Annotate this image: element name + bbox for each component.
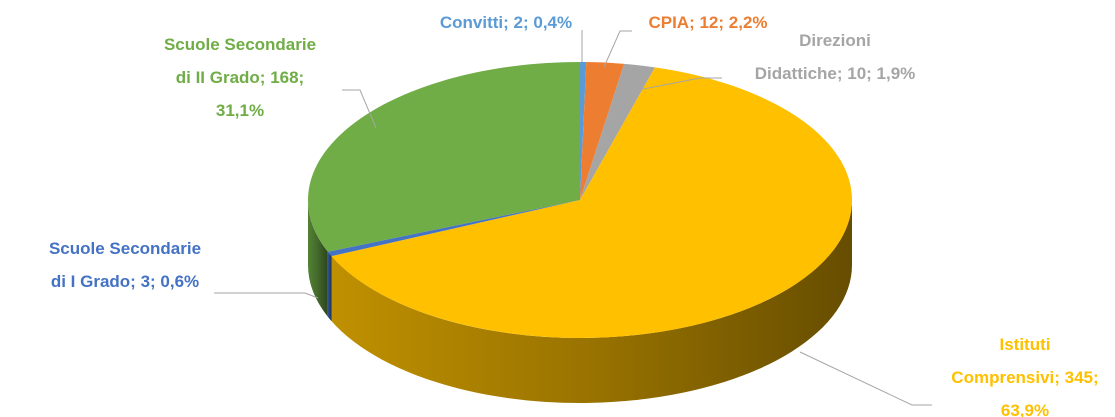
slice — [580, 62, 587, 200]
slice — [331, 67, 852, 338]
data-label: CPIA; 12; 2,2% — [648, 13, 768, 32]
slice-side — [308, 200, 328, 317]
slice — [580, 63, 655, 201]
data-label: Scuole Secondarie di II Grado; 168; 31,1… — [163, 35, 317, 120]
data-label: Istituti Comprensivi; 345; 63,9% — [951, 335, 1099, 417]
data-label: Direzioni Didattiche; 10; 1,9% — [754, 31, 916, 83]
slice — [308, 62, 580, 252]
leader-line — [627, 77, 722, 93]
slice-side — [331, 200, 852, 404]
leader-line — [603, 30, 632, 68]
slice-side — [327, 251, 332, 322]
slice — [580, 62, 625, 200]
data-label: Convitti; 2; 0,4% — [439, 13, 573, 32]
leader-line — [214, 292, 319, 299]
leader-line — [342, 89, 377, 129]
data-label: Scuole Secondarie di I Grado; 3; 0,6% — [48, 239, 202, 291]
slice — [327, 200, 580, 257]
leader-line — [799, 351, 932, 406]
